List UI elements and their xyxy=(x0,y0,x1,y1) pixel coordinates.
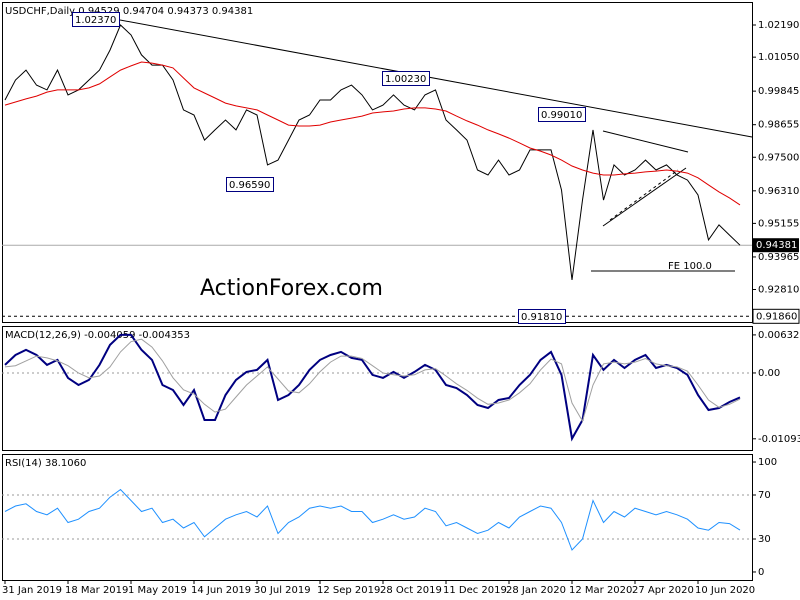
indicator-line xyxy=(4,61,741,206)
x-tick-label: 27 Apr 2020 xyxy=(632,585,694,596)
x-tick-label: 30 Jul 2019 xyxy=(254,585,311,596)
y-tick-label: 0.99845 xyxy=(758,86,799,97)
panel-title: USDCHF,Daily 0.94529 0.94704 0.94373 0.9… xyxy=(5,6,253,17)
y-tick-label: 1.01050 xyxy=(758,52,799,63)
annotation: 1.02370 xyxy=(75,15,116,26)
y-tick-label: 0 xyxy=(758,567,764,578)
x-tick-label: 18 Mar 2019 xyxy=(65,585,128,596)
last-price-label: 0.94381 xyxy=(756,240,797,251)
x-tick-label: 12 Sep 2019 xyxy=(317,585,380,596)
y-tick-label: 30 xyxy=(758,534,771,545)
x-tick-label: 11 Dec 2019 xyxy=(443,585,507,596)
annotation: FE 100.0 xyxy=(668,261,712,272)
y-tick-label: 70 xyxy=(758,490,771,501)
rsi-panel xyxy=(2,454,753,581)
annotation: 0.96590 xyxy=(229,180,270,191)
annotation: 0.91810 xyxy=(521,312,562,323)
y-tick-label: -0.010939 xyxy=(758,434,800,445)
y-tick-label: 0.96310 xyxy=(758,186,799,197)
main-panel xyxy=(2,2,753,323)
x-tick-label: 31 Jan 2019 xyxy=(2,585,62,596)
watermark: ActionForex.com xyxy=(200,276,383,301)
price-line xyxy=(4,488,741,551)
annotation-box xyxy=(382,71,430,86)
level-label: 0.91860 xyxy=(756,311,797,322)
x-tick-label: 1 May 2019 xyxy=(128,585,187,596)
x-tick-label: 28 Jan 2020 xyxy=(506,585,566,596)
triangle-line xyxy=(602,167,687,227)
y-tick-label: 1.02190 xyxy=(758,20,799,31)
price-line xyxy=(4,24,741,280)
channel-line xyxy=(609,169,679,221)
annotation-box xyxy=(72,12,120,27)
macd-panel xyxy=(2,326,753,451)
panel-title: MACD(12,26,9) -0.004059 -0.004353 xyxy=(5,330,190,341)
level-label-box xyxy=(752,308,800,324)
x-tick-label: 14 Jun 2019 xyxy=(191,585,251,596)
annotation-box xyxy=(538,107,586,122)
y-tick-label: 0.97500 xyxy=(758,152,799,163)
annotation-box xyxy=(226,177,274,192)
last-price-box xyxy=(753,238,799,253)
x-tick-label: 28 Oct 2019 xyxy=(380,585,442,596)
indicator-line xyxy=(4,338,741,423)
annotation: 0.99010 xyxy=(541,110,582,121)
y-tick-label: 0.00 xyxy=(758,368,780,379)
panel-title: RSI(14) 38.1060 xyxy=(5,458,86,469)
trend-lines xyxy=(119,19,753,272)
triangle-line xyxy=(602,130,689,153)
y-tick-label: 0.93965 xyxy=(758,252,799,263)
annotation: 1.00230 xyxy=(385,74,426,85)
y-tick-label: 0.98655 xyxy=(758,120,799,131)
trend-line xyxy=(119,19,753,138)
plot: USDCHF,Daily 0.94529 0.94704 0.94373 0.9… xyxy=(2,6,800,596)
y-tick-label: 100 xyxy=(758,457,777,468)
panel-frames xyxy=(2,2,753,581)
annotation-box xyxy=(518,309,566,324)
annotations: 1.02370 1.00230 0.99010 0.96590 0.91810 … xyxy=(72,12,712,324)
y-tick-label: 0.92810 xyxy=(758,285,799,296)
y-tick-label: 0.006321 xyxy=(758,330,800,341)
y-tick-label: 0.95155 xyxy=(758,218,799,229)
x-tick-label: 12 Mar 2020 xyxy=(569,585,632,596)
x-tick-label: 10 Jun 2020 xyxy=(695,585,755,596)
